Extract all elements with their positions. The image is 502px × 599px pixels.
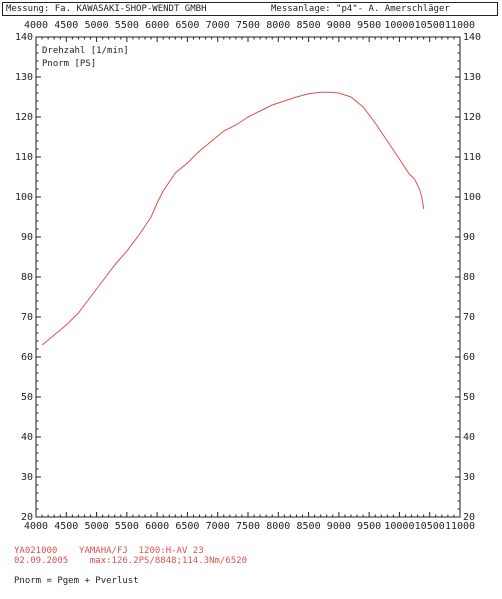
x-tick-label-top: 8000 — [266, 20, 290, 31]
x-tick-label-top: 8500 — [297, 20, 321, 31]
x-tick-label-bottom: 9000 — [327, 521, 351, 532]
measurement-company: Messung: Fa. KAWASAKI-SHOP-WENDT GMBH — [6, 4, 207, 14]
y-tick-label-left: 130 — [15, 72, 33, 83]
y-tick-label-right: 110 — [463, 152, 481, 163]
x-tick-label-bottom: 6500 — [175, 521, 199, 532]
y-tick-label-left: 40 — [21, 432, 33, 443]
y-tick-label-right: 120 — [463, 112, 481, 123]
legend-power: Pnorm [PS] — [42, 59, 96, 69]
x-tick-label-top: 10500 — [415, 20, 445, 31]
y-tick-label-left: 120 — [15, 112, 33, 123]
y-tick-label-left: 100 — [15, 192, 33, 203]
x-tick-label-top: 6000 — [145, 20, 169, 31]
x-tick-label-top: 5000 — [85, 20, 109, 31]
power-curve — [41, 91, 425, 346]
y-tick-label-right: 50 — [463, 392, 475, 403]
x-tick-label-top: 4000 — [24, 20, 48, 31]
x-axis-top: 4000 4500 5000 5500 6000 6500 7000 7500 8000 8500… — [24, 20, 475, 42]
formula-note: Pnorm = Pgem + Pverlust — [14, 576, 139, 586]
date-max-info: 02.09.2005 max:126.2PS/8848;114.3Nm/6520 — [14, 556, 247, 566]
x-tick-label-top: 11000 — [445, 20, 475, 31]
y-tick-label-right: 140 — [463, 32, 481, 43]
y-tick-label-left: 70 — [21, 312, 33, 323]
x-tick-label-bottom: 8500 — [297, 521, 321, 532]
x-tick-label-bottom: 7000 — [206, 521, 230, 532]
y-tick-label-left: 30 — [21, 472, 33, 483]
x-tick-label-bottom: 4000 — [24, 521, 48, 532]
x-tick-label-top: 5500 — [115, 20, 139, 31]
y-tick-label-right: 100 — [463, 192, 481, 203]
y-tick-label-left: 140 — [15, 32, 33, 43]
x-tick-label-top: 7000 — [206, 20, 230, 31]
x-tick-label-bottom: 5500 — [115, 521, 139, 532]
y-tick-label-right: 60 — [463, 352, 475, 363]
y-tick-label-right: 80 — [463, 272, 475, 283]
plot-frame — [35, 36, 461, 518]
x-tick-label-bottom: 11000 — [445, 521, 475, 532]
y-tick-label-right: 130 — [463, 72, 481, 83]
y-tick-label-right: 20 — [463, 512, 475, 523]
x-tick-label-top: 9500 — [357, 20, 381, 31]
y-axis-right: 20 30 40 50 60 70 80 90 100 110 120 130 140 — [455, 32, 481, 523]
x-tick-label-bottom: 8000 — [266, 521, 290, 532]
y-tick-label-left: 60 — [21, 352, 33, 363]
x-axis-bottom: 4000 4500 5000 5500 6000 6500 7000 7500 8000 8500… — [24, 512, 475, 532]
legend-rpm: Drehzahl [1/min] — [42, 46, 129, 56]
x-tick-label-top: 9000 — [327, 20, 351, 31]
x-tick-label-bottom: 9500 — [357, 521, 381, 532]
y-tick-label-right: 30 — [463, 472, 475, 483]
y-tick-label-left: 110 — [15, 152, 33, 163]
y-tick-label-right: 40 — [463, 432, 475, 443]
x-tick-label-bottom: 6000 — [145, 521, 169, 532]
x-tick-label-bottom: 7500 — [236, 521, 260, 532]
y-tick-label-left: 80 — [21, 272, 33, 283]
y-tick-label-left: 20 — [21, 512, 33, 523]
x-tick-label-bottom: 4500 — [54, 521, 78, 532]
x-tick-label-top: 4500 — [54, 20, 78, 31]
y-tick-label-left: 90 — [21, 232, 33, 243]
x-tick-label-bottom: 5000 — [85, 521, 109, 532]
x-tick-label-top: 10000 — [384, 20, 414, 31]
x-tick-label-bottom: 10000 — [384, 521, 414, 532]
y-tick-label-right: 70 — [463, 312, 475, 323]
x-tick-label-top: 6500 — [175, 20, 199, 31]
y-axis-left: 20 30 40 50 60 70 80 90 100 110 120 130 140 — [15, 32, 41, 523]
measurement-header: Messung: Fa. KAWASAKI-SHOP-WENDT GMBH Me… — [2, 2, 498, 16]
vehicle-info: YA021000 YAMAHA/FJ 1200:H-AV 23 — [14, 546, 204, 556]
y-tick-label-left: 50 — [21, 392, 33, 403]
measurement-device: Messanlage: "p4"- A. Amerschläger — [271, 4, 450, 14]
x-tick-label-bottom: 10500 — [415, 521, 445, 532]
y-tick-label-right: 90 — [463, 232, 475, 243]
x-tick-label-top: 7500 — [236, 20, 260, 31]
